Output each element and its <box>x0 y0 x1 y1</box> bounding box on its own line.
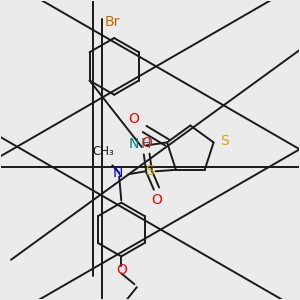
Text: O: O <box>128 112 139 126</box>
Text: N: N <box>128 137 139 151</box>
Text: N: N <box>112 166 123 180</box>
Text: CH₃: CH₃ <box>92 146 114 158</box>
Text: O: O <box>116 263 127 277</box>
Text: Br: Br <box>105 15 120 29</box>
Text: O: O <box>152 193 163 207</box>
Text: H: H <box>140 137 151 151</box>
Text: S: S <box>220 134 229 148</box>
Text: S: S <box>145 164 153 178</box>
Text: O: O <box>141 136 152 149</box>
